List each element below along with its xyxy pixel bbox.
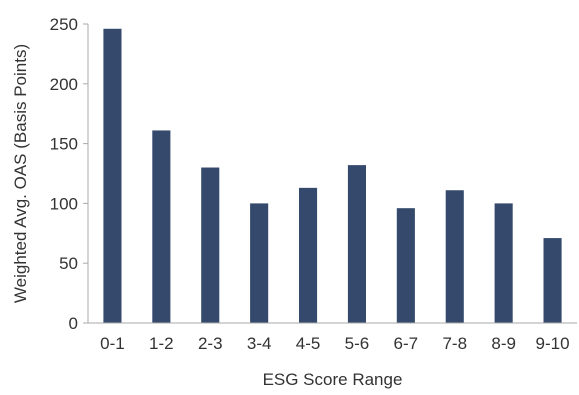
bar-0-1: [103, 28, 122, 324]
x-axis-ticks: 0-1 1-2 2-3 3-4 4-5 5-6 6-7 7-8 8-9 9-10: [100, 334, 569, 353]
bar-6-7: [396, 208, 415, 323]
bar-9-10: [543, 238, 562, 323]
y-tick-label: 0: [69, 314, 78, 333]
x-tick-label: 9-10: [536, 334, 570, 353]
y-tick-label: 200: [50, 75, 78, 94]
y-axis-ticks: 0 50 100 150 200 250: [50, 15, 88, 333]
x-tick-label: 6-7: [394, 334, 419, 353]
x-tick-label: 2-3: [198, 334, 223, 353]
y-tick-label: 100: [50, 194, 78, 213]
x-tick-label: 0-1: [100, 334, 125, 353]
y-axis-label: Weighted Avg. OAS (Basis Points): [11, 44, 30, 303]
y-tick-label: 250: [50, 15, 78, 34]
bar-2-3: [201, 167, 220, 323]
bar-3-4: [250, 203, 269, 323]
x-tick-label: 7-8: [442, 334, 467, 353]
bar-7-8: [445, 190, 464, 323]
bar-1-2: [152, 130, 171, 323]
x-tick-label: 5-6: [345, 334, 370, 353]
y-tick-label: 50: [59, 254, 78, 273]
x-tick-label: 4-5: [296, 334, 321, 353]
x-tick-label: 1-2: [149, 334, 174, 353]
bar-4-5: [299, 187, 318, 323]
bars-group: [103, 28, 562, 324]
x-axis-label: ESG Score Range: [263, 370, 403, 389]
x-tick-label: 8-9: [491, 334, 516, 353]
bar-5-6: [347, 165, 366, 323]
y-tick-label: 150: [50, 135, 78, 154]
x-tick-label: 3-4: [247, 334, 272, 353]
bar-8-9: [494, 203, 513, 323]
